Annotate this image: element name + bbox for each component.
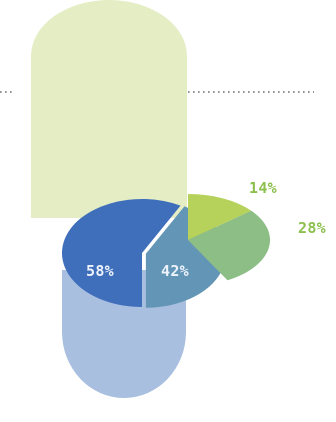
pie2-label-14: 14% <box>249 179 277 197</box>
pie1-slice-58 <box>61 199 181 307</box>
pie2-slice-28 <box>188 210 270 281</box>
top-cylinder <box>31 0 187 218</box>
pie2-slice-14 <box>188 194 252 240</box>
pie1-label-58: 58% <box>86 262 114 280</box>
pie1-label-42: 42% <box>161 262 189 280</box>
pie2-label-28: 28% <box>298 219 326 237</box>
